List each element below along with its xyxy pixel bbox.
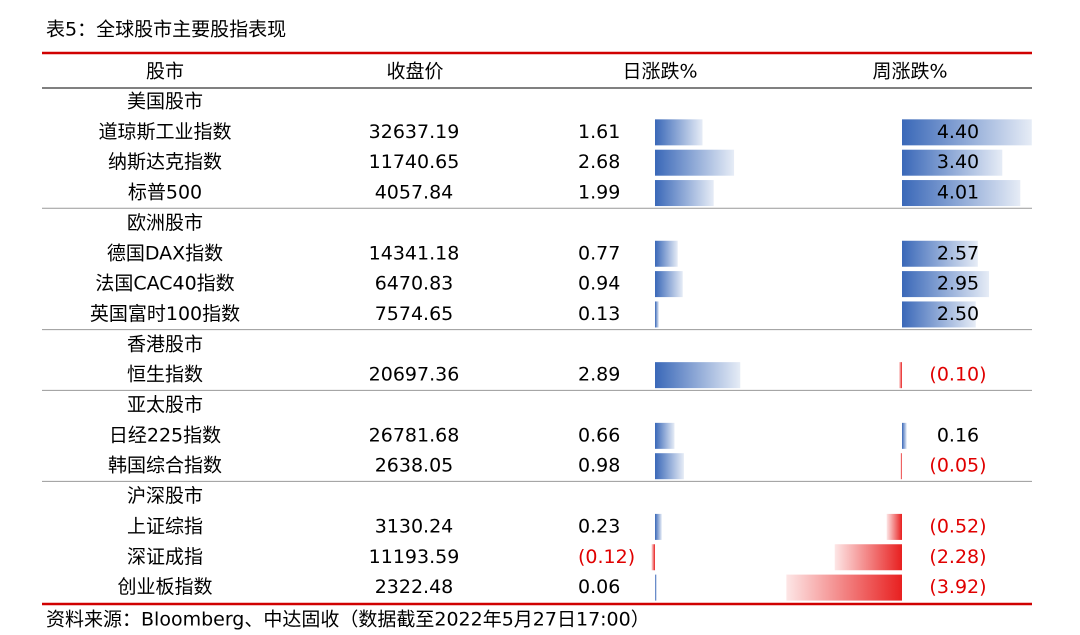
close-price: 11740.65	[369, 151, 460, 173]
close-price: 3130.24	[375, 515, 454, 537]
index-name: 日经225指数	[109, 424, 221, 446]
title: 表5：全球股市主要股指表现	[46, 19, 286, 41]
footnote: 资料来源：Bloomberg、中达固收（数据截至2022年5月27日17:00）	[46, 609, 650, 631]
close-price: 7574.65	[375, 303, 454, 325]
group-name: 亚太股市	[127, 394, 203, 416]
week-change-bar	[886, 513, 902, 540]
week-change-value: 3.40	[937, 151, 979, 173]
index-name: 创业板指数	[117, 576, 212, 598]
day-change-bar	[655, 149, 735, 176]
day-change-value: 0.77	[578, 242, 620, 264]
index-name: 德国DAX指数	[107, 242, 223, 264]
week-change-bar	[902, 180, 1021, 207]
day-change-bar	[655, 240, 678, 267]
week-change-value: (3.92)	[929, 576, 986, 598]
column-header: 收盘价	[386, 61, 443, 83]
day-change-value: 0.23	[578, 515, 620, 537]
group-name: 美国股市	[127, 91, 203, 113]
week-change-bar	[900, 453, 902, 480]
close-price: 14341.18	[369, 242, 460, 264]
week-change-value: (0.10)	[929, 364, 986, 386]
day-change-value: 1.61	[578, 121, 620, 143]
week-change-bar	[786, 574, 902, 601]
column-header: 股市	[146, 61, 184, 83]
column-header: 日涨跌%	[622, 61, 697, 83]
index-name: 标普500	[128, 182, 202, 204]
group-name: 香港股市	[127, 333, 203, 355]
week-change-value: (0.05)	[929, 455, 986, 477]
index-name: 法国CAC40指数	[95, 273, 234, 295]
week-change-value: 2.50	[937, 303, 979, 325]
close-price: 20697.36	[369, 364, 460, 386]
day-change-bar	[655, 422, 675, 449]
week-change-bar	[899, 362, 902, 389]
day-change-bar	[655, 574, 657, 601]
index-name: 恒生指数	[127, 364, 203, 386]
week-change-bar	[902, 422, 907, 449]
week-change-value: 4.01	[937, 182, 979, 204]
day-change-value: 0.13	[578, 303, 620, 325]
week-change-value: (0.52)	[929, 515, 986, 537]
index-name: 韩国综合指数	[108, 455, 222, 477]
day-change-bar	[655, 271, 683, 298]
column-header: 周涨跌%	[872, 61, 947, 83]
day-change-bar	[655, 180, 714, 207]
week-change-bar	[902, 149, 1003, 176]
week-change-value: 4.40	[937, 121, 979, 143]
day-change-bar	[655, 362, 741, 389]
week-change-bar	[834, 544, 902, 571]
day-change-value: (0.12)	[578, 546, 635, 568]
index-name: 道琼斯工业指数	[98, 121, 231, 143]
day-change-value: 2.68	[578, 151, 620, 173]
day-change-value: 0.06	[578, 576, 620, 598]
day-change-bar	[655, 119, 703, 146]
day-change-value: 0.98	[578, 455, 620, 477]
index-name: 英国富时100指数	[90, 303, 240, 325]
close-price: 2322.48	[375, 576, 454, 598]
index-name: 深证成指	[127, 546, 203, 568]
close-price: 4057.84	[375, 182, 454, 204]
group-name: 欧洲股市	[127, 212, 203, 234]
index-name: 上证综指	[127, 515, 203, 537]
week-change-bar	[902, 119, 1032, 146]
close-price: 2638.05	[375, 455, 454, 477]
week-change-value: 2.95	[937, 273, 979, 295]
group-name: 沪深股市	[127, 485, 203, 507]
week-change-bar	[902, 301, 976, 328]
day-change-bar	[651, 544, 655, 571]
week-change-value: 2.57	[937, 242, 979, 264]
day-change-bar	[655, 453, 684, 480]
day-change-value: 0.94	[578, 273, 620, 295]
day-change-value: 1.99	[578, 182, 620, 204]
day-change-value: 0.66	[578, 424, 620, 446]
close-price: 26781.68	[369, 424, 460, 446]
day-change-bar	[655, 513, 662, 540]
close-price: 6470.83	[375, 273, 454, 295]
week-change-bar	[902, 240, 978, 267]
close-price: 11193.59	[369, 546, 460, 568]
day-change-bar	[655, 301, 659, 328]
index-name: 纳斯达克指数	[108, 151, 222, 173]
week-change-value: (2.28)	[929, 546, 986, 568]
week-change-value: 0.16	[937, 424, 979, 446]
close-price: 32637.19	[369, 121, 460, 143]
week-change-bar	[902, 271, 990, 298]
day-change-value: 2.89	[578, 364, 620, 386]
